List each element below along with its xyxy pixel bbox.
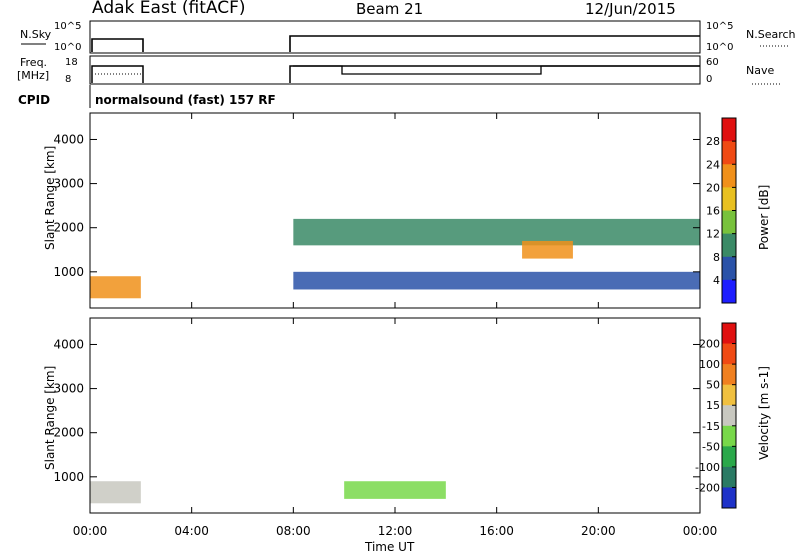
power-colorbar: 4 8 12 16 20 24 28	[706, 117, 737, 304]
cpid-text: normalsound (fast) 157 RF	[95, 93, 276, 107]
colorbar-swatch	[722, 466, 736, 488]
time-x-label: Time UT	[364, 540, 415, 554]
nsearch-tick-top: 10^5	[706, 21, 733, 32]
nave-tick-top: 60	[706, 57, 719, 68]
colorbar-swatch	[722, 233, 736, 258]
freq-label-line1: Freq.	[20, 56, 47, 69]
header-date: 12/Jun/2015	[585, 0, 676, 18]
colorbar-tick-label: -200	[695, 481, 720, 494]
colorbar-tick-label: -50	[702, 440, 720, 453]
freq-frame	[89, 55, 701, 85]
velocity-y-label: Slant Range [km]	[43, 366, 57, 470]
colorbar-swatch	[722, 343, 736, 365]
y-tick-label: 3000	[53, 177, 84, 191]
colorbar-swatch	[722, 384, 736, 406]
colorbar-swatch	[722, 446, 736, 468]
colorbar-swatch	[722, 210, 736, 235]
colorbar-swatch	[722, 256, 736, 281]
y-tick-label: 3000	[53, 382, 84, 396]
velocity-colorbar-label: Velocity [m s-1]	[757, 366, 771, 460]
colorbar-swatch	[722, 425, 736, 447]
nave-series-line-b	[293, 65, 700, 75]
freq-tick-bottom: 8	[65, 74, 71, 85]
nsearch-tick-bottom: 10^0	[706, 42, 733, 53]
y-tick-label: 2000	[53, 426, 84, 440]
echo-region-2	[293, 271, 700, 290]
colorbar-swatch	[722, 187, 736, 211]
y-tick-label: 4000	[53, 337, 84, 351]
nave-label: Nave	[746, 64, 774, 77]
colorbar-swatch	[722, 279, 736, 304]
x-tick-label: 04:00	[174, 524, 209, 538]
header-site-title: Adak East (fitACF)	[92, 0, 246, 18]
colorbar-swatch	[722, 405, 736, 427]
nsearch-label: N.Search	[746, 28, 796, 41]
colorbar-swatch	[722, 118, 736, 142]
nsky-tick-top: 10^5	[54, 21, 81, 32]
colorbar-frame	[721, 322, 737, 509]
freq-series-line-a	[91, 65, 144, 83]
colorbar-tick-label: 100	[699, 358, 720, 371]
y-tick-label: 2000	[53, 221, 84, 235]
x-tick-label: 00:00	[683, 524, 718, 538]
y-tick-label: 1000	[53, 265, 84, 279]
colorbar-swatch	[722, 323, 736, 345]
time-x-axis: 00:00 04:00 08:00 12:00 16:00 20:00 00:00	[73, 113, 718, 538]
nsky-series-line	[91, 35, 700, 52]
colorbar-tick-label: 8	[713, 251, 720, 264]
x-tick-label: 00:00	[73, 524, 108, 538]
cpid-row: CPID normalsound (fast) 157 RF	[18, 85, 276, 108]
echo-region-0	[90, 276, 141, 299]
velocity-y-axis: 1000 2000 3000 4000	[53, 337, 700, 484]
echo-region-0	[90, 481, 141, 504]
x-tick-label: 12:00	[378, 524, 413, 538]
power-colorbar-label: Power [dB]	[757, 185, 771, 250]
velocity-plot-background	[90, 318, 700, 513]
colorbar-tick-label: 4	[713, 274, 720, 287]
velocity-colorbar: 200 100 50 15 -15 -50 -100 -200	[695, 322, 737, 509]
freq-tick-top: 18	[65, 57, 78, 68]
echo-region-1	[344, 481, 446, 499]
colorbar-tick-label: -100	[695, 461, 720, 474]
echo-region-3	[522, 240, 573, 259]
echo-region-1	[293, 218, 700, 246]
colorbar-tick-label: 12	[706, 228, 720, 241]
freq-panel: Freq. [MHz] 18 8 60 0 Nave	[17, 55, 782, 85]
power-echo-regions	[90, 218, 700, 299]
x-tick-label: 20:00	[581, 524, 616, 538]
y-tick-label: 1000	[53, 470, 84, 484]
colorbar-swatch	[722, 141, 736, 165]
colorbar-tick-label: -15	[702, 420, 720, 433]
colorbar-tick-label: 50	[706, 379, 720, 392]
cpid-label: CPID	[18, 93, 50, 107]
freq-label-line2: [MHz]	[17, 69, 49, 82]
power-panel: 1000 2000 3000 4000 Slant Range [km] 4 8 12 16…	[43, 112, 771, 309]
x-tick-label: 08:00	[276, 524, 311, 538]
colorbar-tick-label: 16	[706, 205, 720, 218]
y-tick-label: 4000	[53, 132, 84, 146]
colorbar-tick-label: 200	[699, 338, 720, 351]
colorbar-tick-label: 20	[706, 181, 720, 194]
colorbar-tick-label: 15	[706, 399, 720, 412]
power-y-label: Slant Range [km]	[43, 146, 57, 250]
colorbar-swatch	[722, 487, 736, 509]
colorbar-tick-label: 28	[706, 135, 720, 148]
nave-tick-bottom: 0	[706, 74, 712, 85]
nsky-label: N.Sky	[20, 28, 52, 41]
colorbar-tick-label: 24	[706, 158, 720, 171]
colorbar-swatch	[722, 164, 736, 188]
nsky-panel: N.Sky 10^5 10^0 10^5 10^0 N.Search	[20, 20, 796, 54]
colorbar-swatch	[722, 364, 736, 386]
header-beam-label: Beam 21	[356, 0, 424, 18]
power-y-axis: 1000 2000 3000 4000	[53, 132, 700, 279]
x-tick-label: 16:00	[479, 524, 514, 538]
nsky-frame	[89, 20, 701, 54]
velocity-echo-regions	[90, 481, 446, 504]
nsky-tick-bottom: 10^0	[54, 42, 81, 53]
